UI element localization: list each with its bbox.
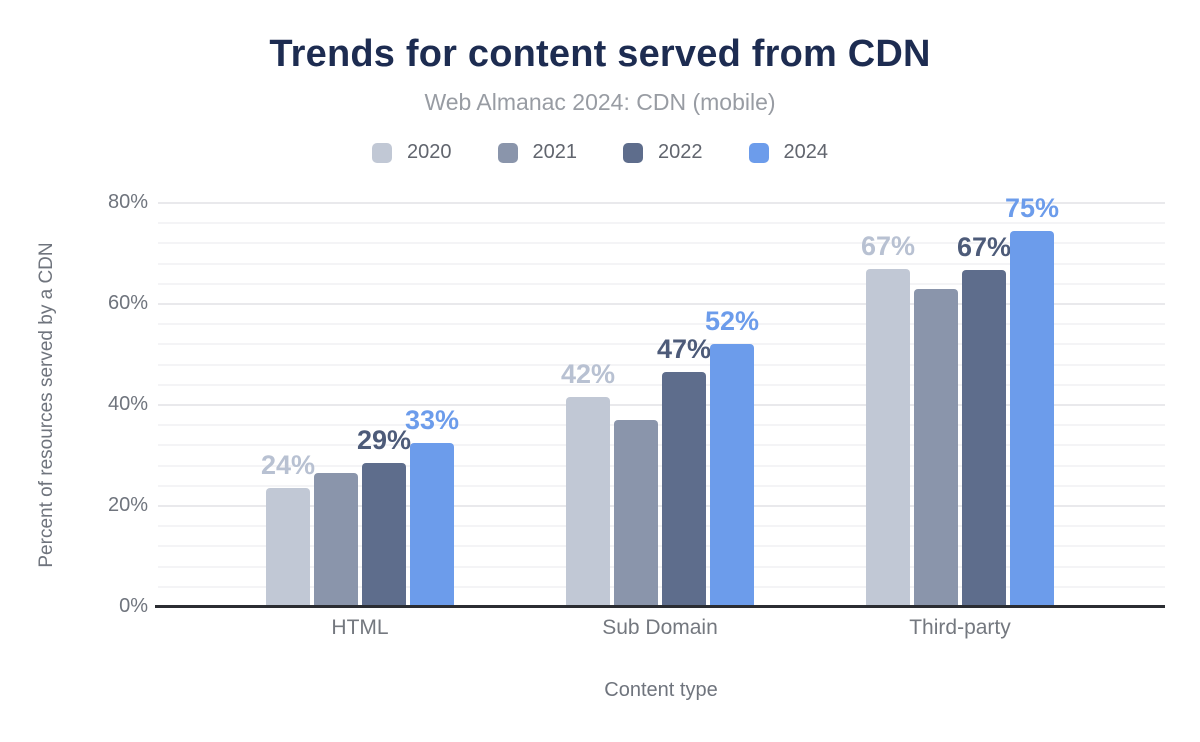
gridline (158, 424, 1165, 427)
gridline (158, 585, 1165, 588)
legend-item-2022: 2022 (623, 141, 703, 164)
chart-subtitle: Web Almanac 2024: CDN (mobile) (424, 89, 776, 115)
legend-swatch-icon (623, 142, 643, 163)
x-axis-title: Content type (604, 679, 718, 701)
bar-third-party-2024[interactable] (1010, 230, 1054, 607)
gridline (158, 262, 1165, 265)
bar-value-label: 33% (404, 404, 460, 435)
bar-sub-domain-2022[interactable] (662, 372, 706, 607)
legend-swatch-icon (748, 142, 769, 163)
gridline (158, 404, 1165, 406)
gridline (158, 202, 1165, 204)
bar-value-label: 52% (704, 306, 760, 337)
bar-html-2024[interactable] (410, 442, 454, 607)
bar-value-label: 47% (656, 334, 712, 365)
gridline (158, 303, 1165, 305)
category-label-sub-domain: Sub Domain (602, 616, 718, 639)
bar-value-label: 75% (1004, 192, 1060, 223)
chart-title: Trends for content served from CDN (269, 33, 931, 75)
plot-area: 24% 29% 33% 42% 47% 52% 67% 67% 75% (155, 193, 1165, 608)
chart-legend: 2020 2021 2022 2024 (0, 141, 1200, 164)
bar-sub-domain-2021[interactable] (614, 420, 658, 607)
gridline (158, 383, 1165, 386)
legend-item-2024: 2024 (748, 141, 829, 164)
y-tick-label: 60% (107, 292, 148, 314)
gridline (158, 464, 1165, 467)
y-axis-title: Percent of resources served by a CDN (36, 242, 57, 568)
gridline (158, 282, 1165, 285)
gridline (158, 363, 1165, 366)
y-tick-label: 80% (107, 191, 148, 213)
x-axis-line (155, 605, 1165, 608)
bar-value-label: 42% (560, 359, 616, 390)
bar-html-2020[interactable] (266, 488, 310, 607)
bar-value-label: 24% (260, 450, 316, 481)
bar-html-2021[interactable] (314, 473, 358, 607)
bar-third-party-2022[interactable] (962, 269, 1006, 607)
legend-label: 2021 (532, 141, 578, 163)
legend-item-2020: 2020 (372, 141, 452, 164)
legend-label: 2024 (783, 141, 829, 163)
bar-value-label: 29% (356, 425, 412, 456)
gridline (158, 525, 1165, 528)
category-label-html: HTML (331, 616, 389, 639)
gridline (158, 484, 1165, 487)
bar-value-label: 67% (860, 230, 916, 261)
bar-sub-domain-2020[interactable] (566, 397, 610, 607)
gridline (158, 222, 1165, 225)
legend-label: 2022 (658, 141, 703, 163)
category-label-third-party: Third-party (909, 616, 1011, 639)
y-tick-label: 20% (107, 494, 148, 516)
bar-value-label: 67% (956, 231, 1012, 262)
bar-third-party-2021[interactable] (914, 288, 958, 607)
gridline (158, 444, 1165, 447)
bar-html-2022[interactable] (362, 463, 406, 607)
legend-swatch-icon (372, 142, 392, 163)
gridline (158, 505, 1165, 507)
y-tick-label: 0% (119, 595, 148, 617)
gridline (158, 545, 1165, 548)
legend-label: 2020 (407, 141, 452, 163)
bar-sub-domain-2024[interactable] (710, 344, 754, 607)
gridline (158, 323, 1165, 326)
y-tick-label: 40% (107, 393, 148, 415)
gridline (158, 565, 1165, 568)
gridline (158, 343, 1165, 346)
bar-third-party-2020[interactable] (866, 268, 910, 607)
legend-item-2021: 2021 (497, 141, 578, 164)
legend-swatch-icon (497, 142, 518, 163)
gridline (158, 242, 1165, 245)
